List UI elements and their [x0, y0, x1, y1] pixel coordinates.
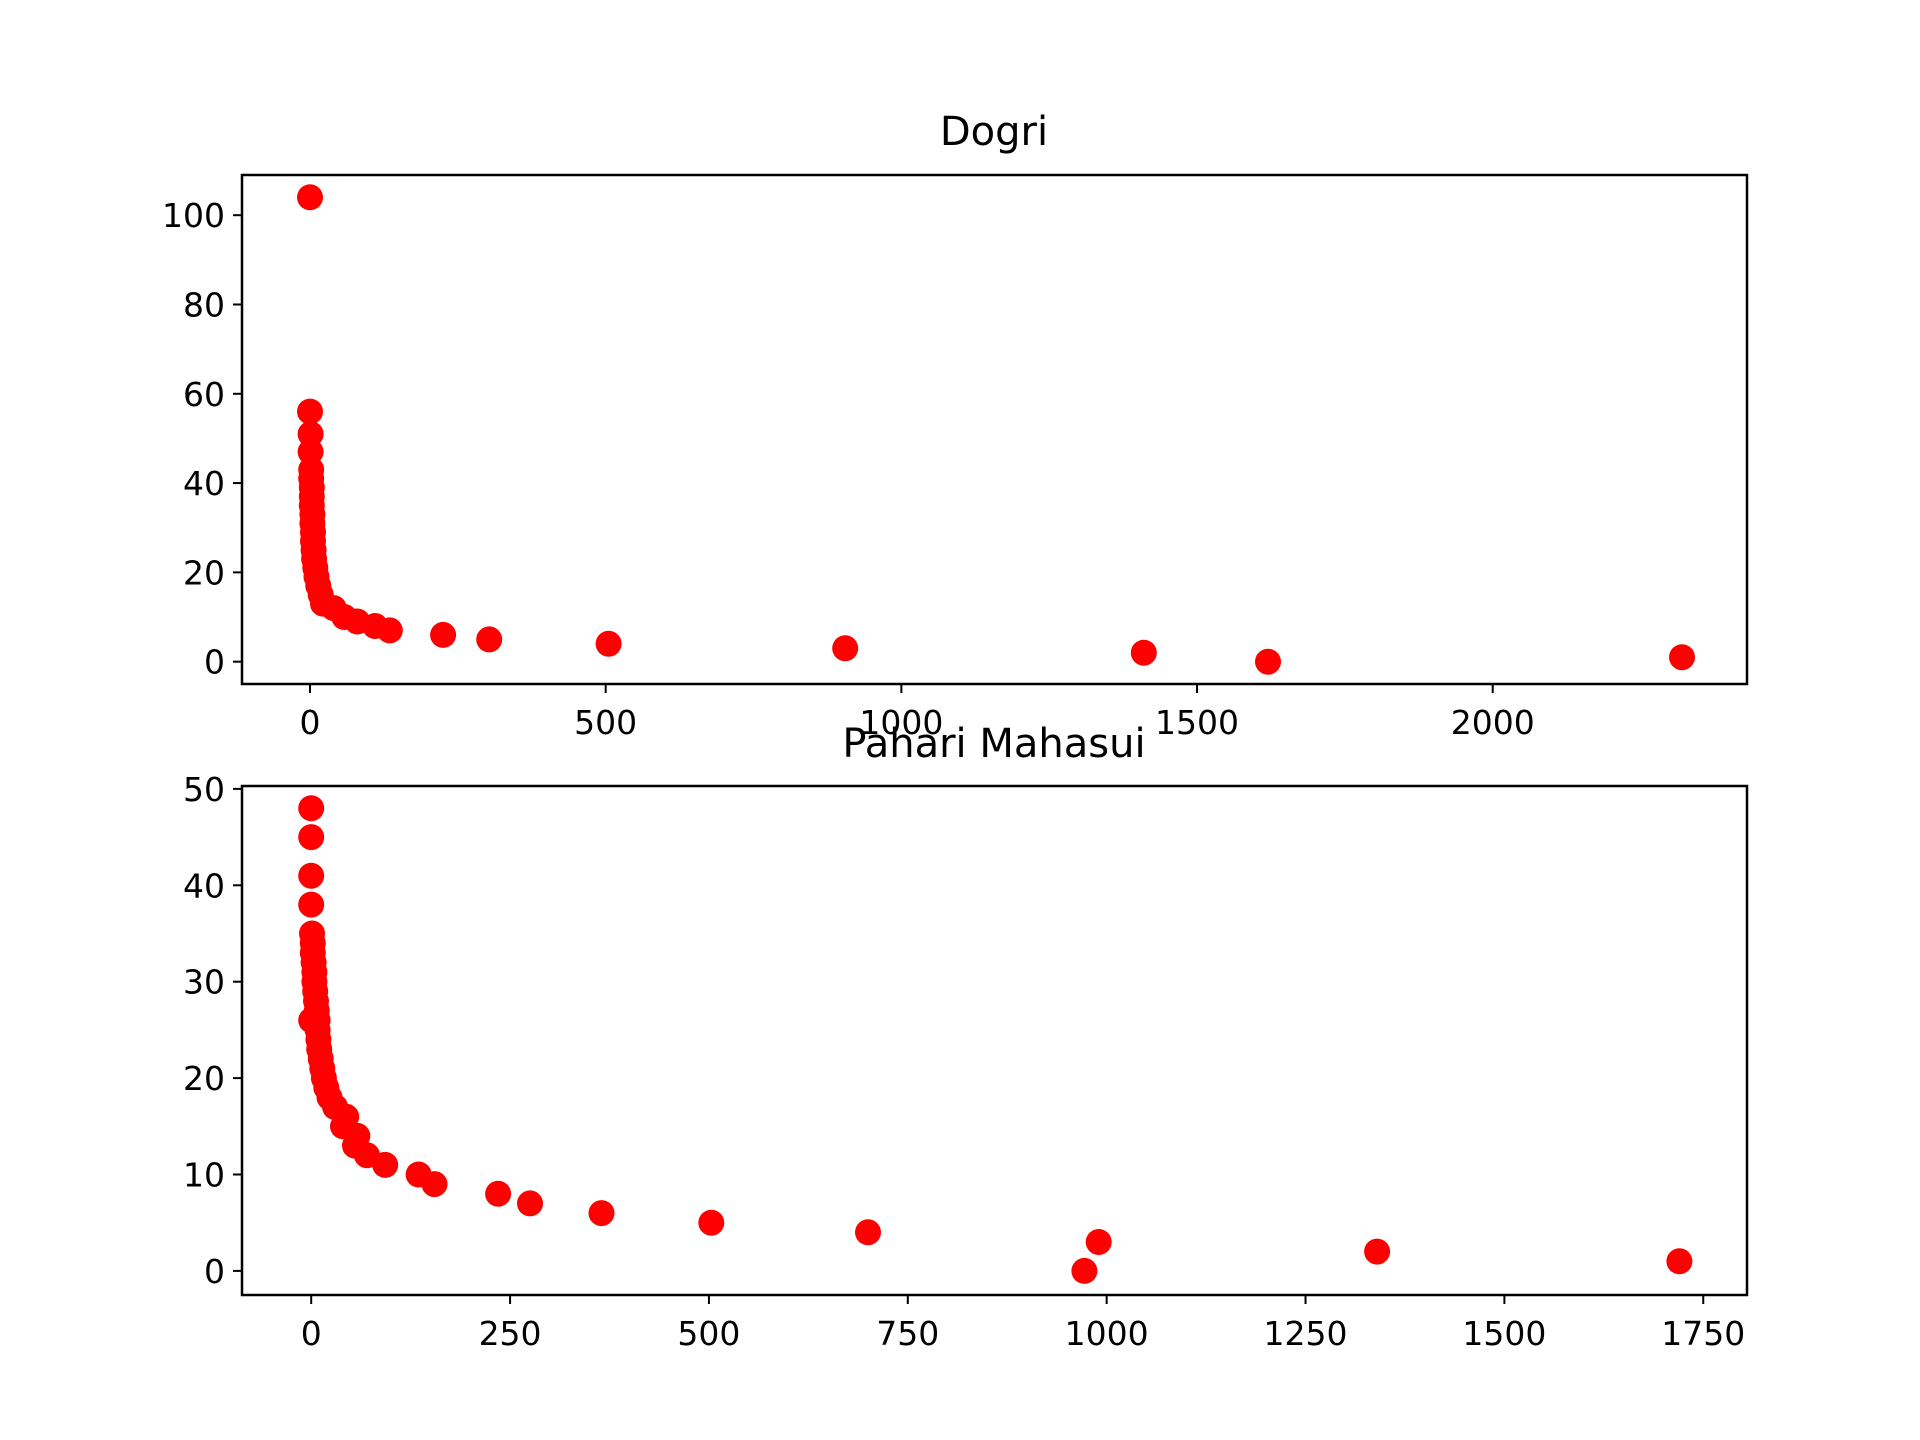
pahari-mahasui-point-1: [298, 824, 325, 851]
pahari-mahasui-point-38: [1364, 1238, 1391, 1265]
pahari-mahasui-y-tick-label-50: 50: [183, 770, 225, 809]
pahari-mahasui-data-points: [298, 795, 1693, 1284]
pahari-mahasui-point-39: [1666, 1248, 1693, 1275]
pahari-mahasui-point-34: [588, 1200, 615, 1227]
dogri-point-0: [297, 184, 323, 211]
dogri-x-tick-label-1000: 1000: [859, 703, 943, 742]
pahari-mahasui-x-tick-label-750: 750: [876, 1314, 939, 1353]
dogri-x-axis: 0 500 1000 1500 2000: [300, 684, 1535, 742]
dogri-point-27: [595, 630, 622, 657]
pahari-mahasui-point-40: [1071, 1257, 1098, 1284]
dogri-point-28: [832, 635, 859, 662]
pahari-mahasui-subplot: 0 250 500 750 1000 1250 1500 1750 0 10 20 30 40 50 P…: [183, 721, 1749, 1353]
pahari-mahasui-x-tick-label-1500: 1500: [1462, 1314, 1546, 1353]
dogri-point-26: [476, 626, 503, 653]
pahari-mahasui-point-37: [1085, 1229, 1112, 1255]
pahari-mahasui-y-tick-label-20: 20: [183, 1059, 225, 1098]
pahari-mahasui-point-0: [298, 795, 325, 822]
dogri-point-24: [376, 617, 403, 644]
dogri-subplot: 0 500 1000 1500 2000 0 20 40 60 80 100 Dogri: [162, 109, 1749, 742]
pahari-mahasui-y-tick-label-30: 30: [183, 963, 225, 1002]
pahari-mahasui-point-32: [485, 1180, 512, 1207]
dogri-y-tick-label-40: 40: [183, 464, 225, 503]
dogri-x-tick-label-1500: 1500: [1155, 703, 1239, 742]
pahari-mahasui-x-tick-label-250: 250: [479, 1314, 542, 1353]
pahari-mahasui-point-36: [855, 1219, 881, 1246]
dogri-y-tick-label-0: 0: [204, 643, 225, 682]
pahari-mahasui-x-axis: 0 250 500 750 1000 1250 1500 1750: [301, 1295, 1745, 1353]
dogri-y-tick-label-100: 100: [162, 196, 225, 235]
pahari-mahasui-y-tick-label-40: 40: [183, 866, 225, 905]
pahari-mahasui-x-tick-label-1250: 1250: [1264, 1314, 1348, 1353]
dogri-y-tick-label-20: 20: [183, 553, 225, 592]
dogri-x-tick-label-2000: 2000: [1451, 703, 1535, 742]
pahari-mahasui-title: Pahari Mahasui: [842, 721, 1145, 767]
pahari-mahasui-point-2: [298, 862, 325, 889]
dogri-data-points: [297, 184, 1695, 675]
dogri-x-tick-label-500: 500: [574, 703, 637, 742]
dogri-y-axis: 0 20 40 60 80 100: [162, 196, 242, 682]
dogri-point-31: [1255, 648, 1281, 675]
dogri-point-2: [297, 421, 324, 447]
pahari-mahasui-y-axis: 0 10 20 30 40 50: [183, 770, 242, 1291]
pahari-mahasui-axes-frame: [240, 784, 1749, 1297]
pahari-mahasui-x-tick-label-0: 0: [301, 1314, 322, 1353]
dogri-point-30: [1669, 644, 1695, 671]
pahari-mahasui-point-33: [517, 1190, 543, 1217]
dogri-y-tick-label-60: 60: [183, 375, 225, 414]
pahari-mahasui-point-3: [298, 891, 325, 918]
dogri-axes-frame: [240, 173, 1749, 686]
pahari-mahasui-x-tick-label-1000: 1000: [1065, 1314, 1149, 1353]
dogri-point-25: [430, 621, 457, 648]
pahari-mahasui-y-tick-label-0: 0: [204, 1252, 225, 1291]
pahari-mahasui-point-31: [421, 1171, 448, 1198]
pahari-mahasui-point-35: [698, 1209, 725, 1236]
pahari-mahasui-y-tick-label-10: 10: [183, 1155, 225, 1194]
dogri-title: Dogri: [940, 109, 1048, 155]
dogri-point-29: [1130, 639, 1157, 666]
dogri-point-1: [297, 398, 323, 425]
dogri-y-tick-label-80: 80: [183, 285, 225, 324]
pahari-mahasui-point-29: [372, 1151, 399, 1178]
pahari-mahasui-x-tick-label-500: 500: [677, 1314, 740, 1353]
pahari-mahasui-x-tick-label-1750: 1750: [1661, 1314, 1745, 1353]
dogri-x-tick-label-0: 0: [300, 703, 321, 742]
